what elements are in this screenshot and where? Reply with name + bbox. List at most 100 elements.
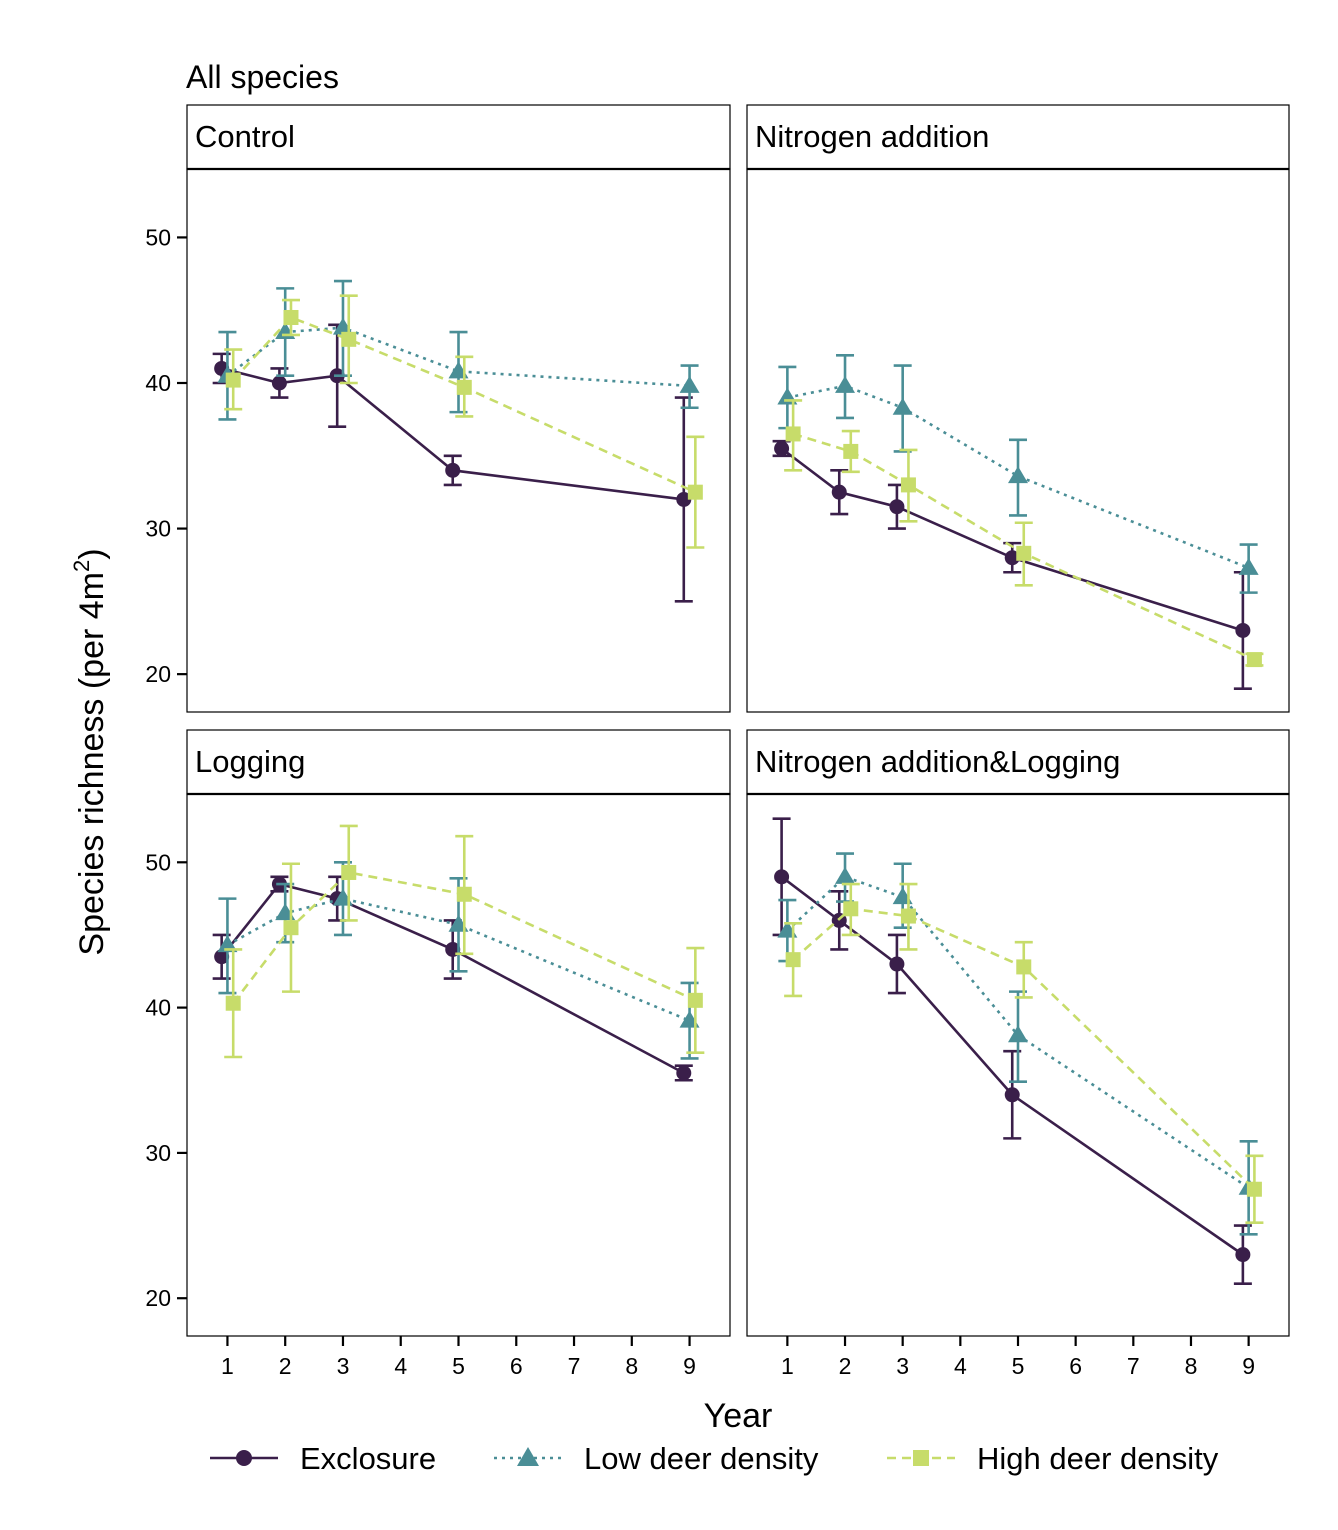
panel-nitrogen-addition-logging: Nitrogen addition&Logging 1 2 3 4 5 6 7 8 9 (746, 729, 1290, 1379)
data-point (1008, 1025, 1028, 1043)
data-point (283, 920, 299, 936)
chart-title: All species (186, 59, 339, 95)
data-point (785, 426, 801, 442)
series-high-deer-density (224, 824, 705, 1059)
x-tick-label: 1 (781, 1353, 794, 1379)
data-point (1004, 1087, 1020, 1103)
legend-label: Exclosure (300, 1441, 436, 1476)
data-point (217, 935, 238, 953)
data-point (1016, 545, 1032, 561)
x-tick-label: 9 (1242, 1353, 1255, 1379)
data-point (1238, 557, 1259, 575)
x-tick-label: 2 (839, 1353, 852, 1379)
strip-nitrogen-addition-logging (746, 729, 1290, 795)
y-tick-label: 40 (145, 370, 171, 396)
x-tick-label: 4 (954, 1353, 967, 1379)
x-axis-label: Year (704, 1397, 773, 1435)
legend-item-low-deer-density: Low deer density (494, 1441, 819, 1476)
x-tick-label: 7 (568, 1353, 581, 1379)
data-point (687, 484, 703, 500)
y-tick-label: 30 (145, 1140, 171, 1166)
data-point (831, 484, 847, 500)
data-point (283, 309, 299, 325)
strip-label: Nitrogen addition&Logging (755, 744, 1120, 779)
series-high-deer-density (784, 399, 1264, 668)
x-tick-label: 8 (1185, 1353, 1198, 1379)
y-tick-label: 30 (145, 516, 171, 542)
facet-panels: Control 20 30 40 50 Nitrogen addition Logging 2… (145, 104, 1290, 1379)
panel-logging: Logging 20 30 40 50 1 2 3 4 5 6 7 8 9 (145, 729, 731, 1379)
series-high-deer-density (784, 882, 1264, 1224)
data-point (900, 908, 916, 924)
x-tick-label: 9 (683, 1353, 696, 1379)
strip-label: Logging (195, 744, 305, 779)
legend-label: High deer density (977, 1441, 1219, 1476)
y-tick-label: 50 (145, 224, 171, 250)
data-point (1004, 550, 1020, 566)
data-point (214, 949, 230, 965)
strip-logging (186, 729, 731, 795)
data-point (1016, 959, 1032, 975)
data-point (679, 375, 700, 393)
legend-label: Low deer density (584, 1441, 819, 1476)
y-axis-label-main: Species richness (per 4m (73, 572, 111, 956)
x-tick-label: 6 (1069, 1353, 1082, 1379)
panel-control: Control 20 30 40 50 (145, 104, 731, 713)
data-point (456, 886, 472, 902)
x-tick-label: 5 (1012, 1353, 1025, 1379)
y-axis-label: Species richness (per 4m2) (69, 548, 111, 955)
x-tick-label: 3 (337, 1353, 350, 1379)
x-tick-label: 2 (279, 1353, 292, 1379)
legend-marker (517, 1447, 539, 1466)
x-tick-label: 3 (896, 1353, 909, 1379)
series-line (792, 907, 1256, 1191)
strip-control (186, 104, 731, 170)
data-point (445, 462, 461, 478)
data-point (1246, 652, 1262, 668)
panel-border (186, 793, 731, 1337)
data-point (835, 375, 856, 393)
legend-item-high-deer-density: High deer density (887, 1441, 1219, 1476)
series-exclosure (772, 817, 1252, 1285)
data-point (889, 956, 905, 972)
data-point (1008, 466, 1028, 484)
data-point (676, 1065, 692, 1081)
series-high-deer-density (224, 294, 705, 549)
data-point (785, 952, 801, 968)
data-point (687, 992, 703, 1008)
y-tick-label: 20 (145, 1285, 171, 1311)
panel-nitrogen-addition: Nitrogen addition (746, 104, 1290, 713)
data-point (892, 397, 913, 415)
panel-border (746, 168, 1290, 713)
x-tick-label: 4 (394, 1353, 407, 1379)
data-point (225, 995, 241, 1011)
legend-marker (913, 1450, 929, 1466)
x-tick-label: 7 (1127, 1353, 1140, 1379)
y-tick-label: 50 (145, 849, 171, 875)
y-axis-label-superscript: 2 (69, 560, 94, 572)
data-point (341, 331, 357, 347)
data-point (271, 375, 287, 391)
series-low-deer-density (777, 354, 1259, 594)
data-point (676, 491, 692, 507)
data-point (225, 372, 241, 388)
y-tick-label: 40 (145, 995, 171, 1021)
strip-label: Nitrogen addition (755, 119, 989, 154)
data-point (1235, 1247, 1251, 1263)
panel-border (186, 168, 731, 713)
series-line (780, 447, 1244, 632)
strip-nitrogen-addition (746, 104, 1290, 170)
strip-label: Control (195, 119, 295, 154)
data-point (774, 441, 790, 457)
data-point (1246, 1181, 1262, 1197)
y-tick-label: 20 (145, 661, 171, 687)
x-tick-label: 5 (452, 1353, 465, 1379)
data-point (843, 901, 859, 917)
data-point (774, 869, 790, 885)
data-point (456, 379, 472, 395)
legend-marker (236, 1450, 252, 1466)
legend-item-exclosure: Exclosure (210, 1441, 436, 1476)
x-tick-label: 8 (625, 1353, 638, 1379)
data-point (1235, 622, 1251, 638)
